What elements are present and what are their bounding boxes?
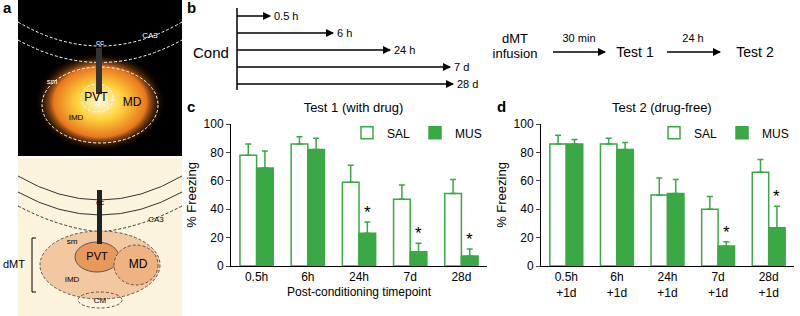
svg-text:60: 60 [210, 174, 224, 188]
svg-text:dMT: dMT [502, 31, 528, 46]
svg-text:Test 2: Test 2 [736, 44, 774, 60]
svg-text:*: * [773, 187, 780, 206]
svg-text:100: 100 [514, 117, 534, 131]
svg-text:PVT: PVT [86, 250, 108, 262]
svg-text:*: * [723, 223, 730, 242]
svg-text:6 h: 6 h [337, 27, 352, 39]
svg-text:cc: cc [96, 198, 104, 207]
svg-text:infusion: infusion [493, 46, 538, 61]
svg-text:*: * [364, 203, 371, 222]
svg-text:40: 40 [210, 202, 224, 216]
svg-text:28d+1d: 28d+1d [759, 270, 779, 300]
svg-text:0.5h+1d: 0.5h+1d [555, 270, 578, 300]
svg-text:20: 20 [210, 231, 224, 245]
svg-text:6h+1d: 6h+1d [607, 270, 627, 300]
svg-text:MUS: MUS [455, 127, 482, 141]
svg-text:Post-conditioning timepoint: Post-conditioning timepoint [287, 285, 432, 299]
svg-text:60: 60 [520, 174, 534, 188]
svg-text:MD: MD [123, 95, 142, 109]
svg-text:0.5h: 0.5h [245, 270, 268, 284]
svg-text:0: 0 [527, 259, 534, 273]
svg-text:100: 100 [204, 117, 224, 131]
svg-text:cc: cc [96, 38, 104, 47]
svg-text:*: * [415, 224, 422, 243]
svg-text:% Freezing: % Freezing [494, 162, 509, 228]
svg-text:20: 20 [520, 231, 534, 245]
svg-text:24h+1d: 24h+1d [657, 270, 677, 300]
svg-text:7d+1d: 7d+1d [708, 270, 728, 300]
svg-text:30 min: 30 min [562, 32, 595, 44]
svg-text:Test 1: Test 1 [616, 44, 654, 60]
svg-text:7 d: 7 d [454, 61, 469, 73]
svg-text:CA3: CA3 [148, 215, 164, 224]
svg-text:0: 0 [217, 259, 224, 273]
svg-text:a: a [3, 0, 12, 16]
svg-text:sm: sm [67, 237, 78, 246]
svg-text:SAL: SAL [387, 127, 410, 141]
svg-text:PVT: PVT [84, 90, 108, 104]
svg-text:24 h: 24 h [394, 44, 415, 56]
svg-text:b: b [187, 0, 196, 16]
svg-text:dMT: dMT [3, 258, 25, 270]
svg-text:0.5 h: 0.5 h [274, 10, 298, 22]
svg-text:Test 1 (with drug): Test 1 (with drug) [304, 100, 404, 115]
svg-text:Test 2 (drug-free): Test 2 (drug-free) [612, 100, 712, 115]
svg-text:CA3: CA3 [142, 31, 158, 40]
svg-text:28 d: 28 d [457, 78, 478, 90]
svg-text:MD: MD [129, 257, 148, 271]
svg-text:24 h: 24 h [682, 32, 703, 44]
svg-text:Cond: Cond [193, 44, 229, 61]
svg-text:24h: 24h [349, 270, 369, 284]
svg-text:80: 80 [520, 146, 534, 160]
svg-text:6h: 6h [301, 270, 314, 284]
svg-text:c: c [187, 98, 195, 115]
svg-text:40: 40 [520, 202, 534, 216]
svg-text:28d: 28d [451, 270, 471, 284]
svg-text:IMD: IMD [65, 275, 80, 284]
svg-text:IMD: IMD [69, 113, 84, 122]
svg-text:80: 80 [210, 146, 224, 160]
svg-text:sm: sm [47, 77, 58, 86]
svg-text:7d: 7d [404, 270, 417, 284]
svg-text:*: * [466, 230, 473, 249]
svg-text:d: d [497, 98, 506, 115]
svg-text:SAL: SAL [694, 127, 717, 141]
svg-text:MUS: MUS [762, 127, 789, 141]
svg-text:CM: CM [94, 296, 107, 305]
svg-text:% Freezing: % Freezing [184, 162, 199, 228]
